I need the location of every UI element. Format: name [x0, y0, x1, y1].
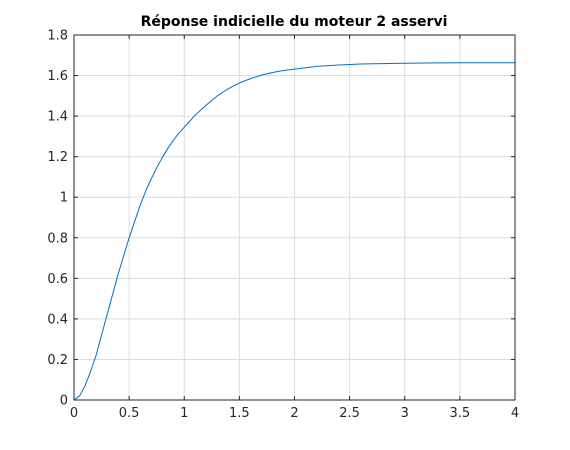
- y-tick-label: 0: [60, 394, 68, 409]
- x-tick-labels: 0 0.5 1 1.5 2 2.5 3 3.5 4: [70, 406, 519, 421]
- x-tick-label: 0.5: [119, 406, 140, 421]
- y-tick-labels: 0 0.2 0.4 0.6 0.8 1 1.2 1.4 1.6 1.8: [47, 29, 68, 409]
- grid-lines: [74, 35, 515, 400]
- chart-title: Réponse indicielle du moteur 2 asservi: [141, 14, 448, 30]
- x-tick-label: 3: [401, 406, 409, 421]
- x-tick-label: 1: [180, 406, 188, 421]
- x-tick-label: 0: [70, 406, 78, 421]
- y-tick-label: 1: [60, 191, 68, 206]
- y-tick-label: 0.6: [47, 272, 68, 287]
- step-response-line: [73, 62, 515, 401]
- x-tick-label: 1.5: [229, 406, 250, 421]
- y-tick-label: 0.4: [47, 312, 68, 327]
- y-tick-label: 0.8: [47, 231, 68, 246]
- series-group: [73, 62, 515, 401]
- y-tick-label: 1.4: [47, 110, 68, 125]
- x-tick-label: 2.5: [339, 406, 360, 421]
- y-tick-label: 1.8: [47, 29, 68, 44]
- tick-marks: [73, 34, 516, 401]
- y-tick-label: 1.6: [47, 69, 68, 84]
- y-tick-label: 0.2: [47, 353, 68, 368]
- x-tick-label: 2: [290, 406, 298, 421]
- x-tick-label: 3.5: [450, 406, 471, 421]
- x-tick-label: 4: [511, 406, 519, 421]
- y-tick-label: 1.2: [47, 150, 68, 165]
